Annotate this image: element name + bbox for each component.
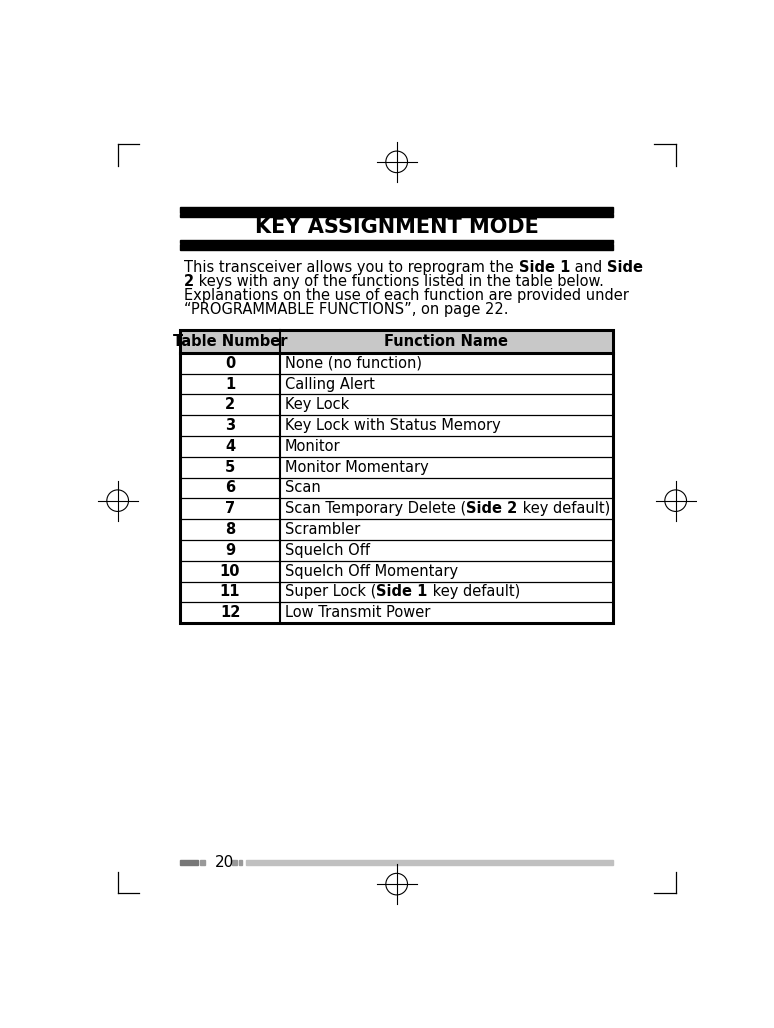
- Text: 2: 2: [184, 274, 194, 289]
- Text: keys with any of the functions listed in the table below.: keys with any of the functions listed in…: [194, 274, 604, 289]
- Text: Key Lock with Status Memory: Key Lock with Status Memory: [285, 418, 501, 433]
- Text: 7: 7: [225, 502, 235, 516]
- Bar: [180, 214, 613, 217]
- Bar: [180, 860, 197, 865]
- Text: Function Name: Function Name: [384, 334, 509, 348]
- Text: 2: 2: [225, 397, 235, 412]
- Bar: [180, 330, 613, 623]
- Text: Side 2: Side 2: [466, 502, 518, 516]
- Text: Scan: Scan: [285, 480, 321, 495]
- Text: 6: 6: [225, 480, 235, 495]
- Bar: [180, 241, 613, 243]
- Text: and: and: [570, 260, 607, 276]
- Text: Calling Alert: Calling Alert: [285, 376, 375, 392]
- Text: key default): key default): [428, 584, 520, 599]
- Text: 9: 9: [225, 543, 235, 558]
- Text: Monitor: Monitor: [285, 439, 341, 454]
- Text: This transceiver allows you to reprogram the: This transceiver allows you to reprogram…: [184, 260, 519, 276]
- Bar: [180, 245, 613, 251]
- Text: Scrambler: Scrambler: [285, 522, 361, 537]
- Text: 5: 5: [225, 460, 235, 475]
- Text: Side: Side: [607, 260, 643, 276]
- Text: 8: 8: [225, 522, 235, 537]
- Bar: [180, 330, 613, 353]
- Text: 3: 3: [225, 418, 235, 433]
- Text: Table Number: Table Number: [173, 334, 287, 348]
- Text: Squelch Off Momentary: Squelch Off Momentary: [285, 563, 458, 579]
- Text: KEY ASSIGNMENT MODE: KEY ASSIGNMENT MODE: [255, 217, 539, 237]
- Text: Super Lock (: Super Lock (: [285, 584, 376, 599]
- Bar: [239, 860, 242, 865]
- Text: Key Lock: Key Lock: [285, 397, 349, 412]
- Text: 12: 12: [220, 605, 240, 620]
- Text: 0: 0: [225, 356, 235, 371]
- Text: None (no function): None (no function): [285, 356, 422, 371]
- Text: “PROGRAMMABLE FUNCTIONS”, on page 22.: “PROGRAMMABLE FUNCTIONS”, on page 22.: [184, 302, 509, 317]
- Text: 11: 11: [220, 584, 240, 599]
- Text: 20: 20: [214, 855, 234, 870]
- Text: Side 1: Side 1: [519, 260, 570, 276]
- Text: Squelch Off: Squelch Off: [285, 543, 370, 558]
- Text: 10: 10: [220, 563, 240, 579]
- Bar: [200, 860, 205, 865]
- Text: Low Transmit Power: Low Transmit Power: [285, 605, 430, 620]
- Bar: [180, 207, 613, 213]
- Text: 4: 4: [225, 439, 235, 454]
- Bar: [231, 860, 237, 865]
- Text: Explanations on the use of each function are provided under: Explanations on the use of each function…: [184, 288, 629, 303]
- Text: key default): key default): [518, 502, 610, 516]
- Text: Monitor Momentary: Monitor Momentary: [285, 460, 429, 475]
- Text: Scan Temporary Delete (: Scan Temporary Delete (: [285, 502, 466, 516]
- Text: Side 1: Side 1: [376, 584, 428, 599]
- Bar: [246, 860, 613, 865]
- Text: 1: 1: [225, 376, 235, 392]
